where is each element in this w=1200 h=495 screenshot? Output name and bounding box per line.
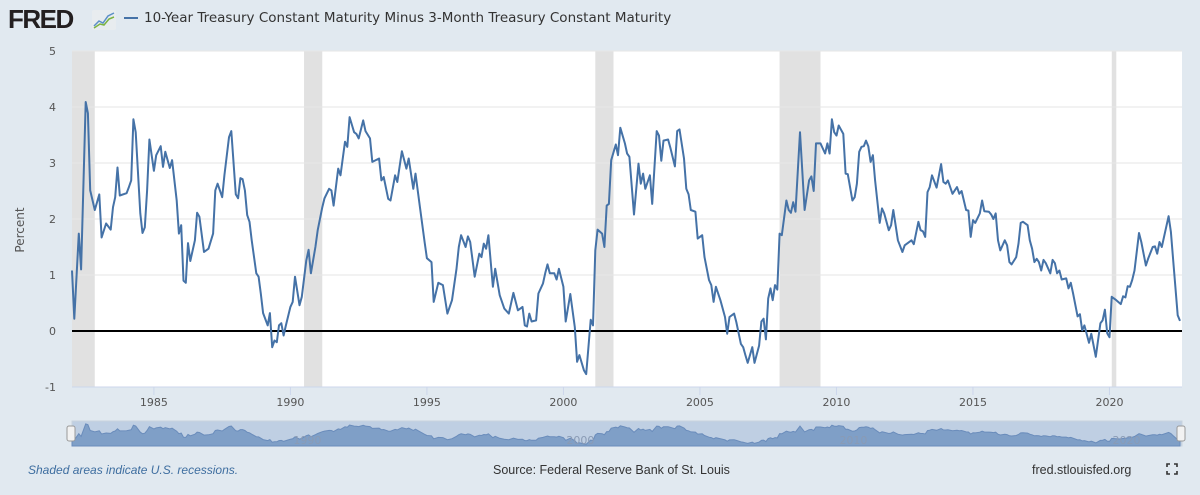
header: FRED 10-Year Treasury Constant Maturity … [0,0,1200,40]
x-tick-label: 2020 [1095,396,1123,409]
x-axis: 1985 1990 1995 2000 2005 2010 2015 2020 [140,387,1123,409]
y-tick-label: 4 [49,101,56,114]
y-tick-label: -1 [45,381,56,394]
fullscreen-icon[interactable] [1166,463,1178,475]
y-tick-label: 2 [49,213,56,226]
navigator-label: 2010 [839,434,867,447]
y-axis: -1 0 1 2 3 4 5 [45,45,56,394]
legend: 10-Year Treasury Constant Maturity Minus… [124,10,671,26]
y-axis-label: Percent [13,207,27,252]
x-tick-label: 2015 [959,396,987,409]
navigator-label: 2020 [1112,434,1140,447]
navigator-label: 2000 [566,434,594,447]
series-title[interactable]: 10-Year Treasury Constant Maturity Minus… [144,10,672,26]
navigator-left-handle[interactable] [66,425,76,442]
x-tick-label: 2000 [549,396,577,409]
x-tick-label: 2010 [822,396,850,409]
x-tick-label: 1985 [140,396,168,409]
source-text: Source: Federal Reserve Bank of St. Loui… [493,463,730,477]
y-tick-label: 0 [49,325,56,338]
y-tick-label: 5 [49,45,56,58]
navigator[interactable]: 1990 2000 2010 2020 [66,420,1186,447]
x-tick-label: 1995 [413,396,441,409]
series-line[interactable] [71,101,1181,376]
chart-line-icon [92,10,116,30]
y-tick-label: 1 [49,269,56,282]
y-tick-label: 3 [49,157,56,170]
navigator-label: 1990 [293,434,321,447]
fred-logo[interactable]: FRED [8,4,74,34]
x-tick-label: 1990 [276,396,304,409]
navigator-right-handle[interactable] [1176,425,1186,442]
navigator-area [71,423,1181,447]
recession-note-link[interactable]: Shaded areas indicate U.S. recessions. [28,463,239,477]
site-link[interactable]: fred.stlouisfed.org [1032,463,1132,477]
legend-swatch [124,17,138,19]
x-tick-label: 2005 [686,396,714,409]
